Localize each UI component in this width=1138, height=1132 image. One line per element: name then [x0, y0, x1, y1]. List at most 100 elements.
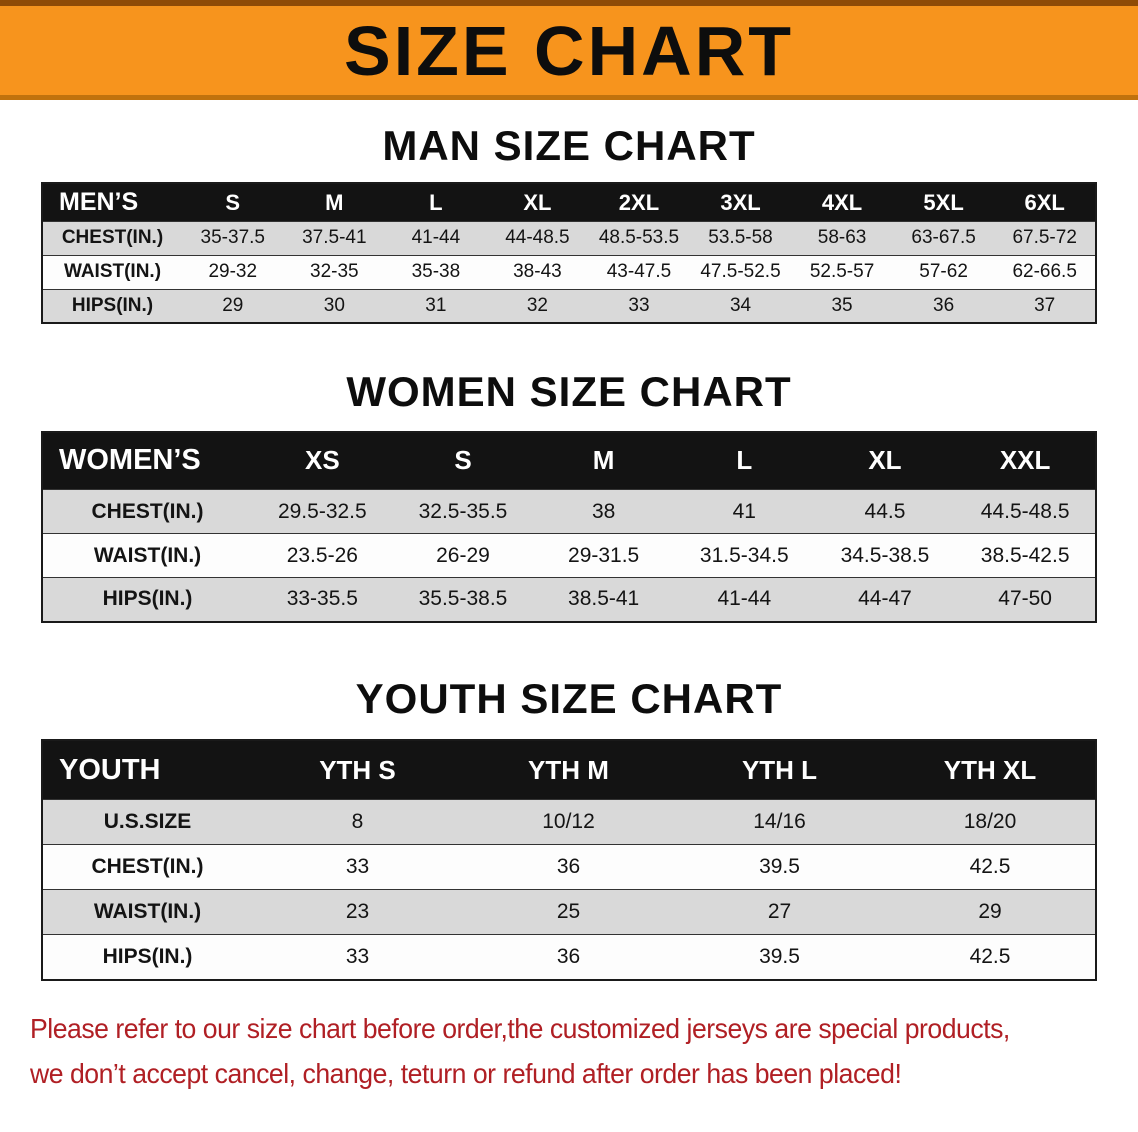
youth-row-label: HIPS(IN.) — [42, 934, 252, 980]
size-chart-page: SIZE CHART MAN SIZE CHART MEN’S S M L XL 2XL 3… — [0, 0, 1138, 1097]
men-value-cell: 30 — [283, 288, 386, 324]
men-value-cell: 34 — [689, 288, 792, 324]
women-value-cell: 29-31.5 — [533, 533, 674, 578]
men-size-table: MEN’S S M L XL 2XL 3XL 4XL 5XL 6XL CHEST(IN.) 35-37… — [41, 182, 1097, 325]
women-section-title: WOMEN SIZE CHART — [346, 368, 792, 416]
youth-value-cell: 23 — [252, 889, 463, 935]
women-value-cell: 44.5-48.5 — [955, 489, 1096, 534]
youth-value-cell: 36 — [463, 934, 674, 980]
men-value-cell: 53.5-58 — [689, 220, 792, 256]
men-value-cell: 38-43 — [486, 254, 589, 290]
page-title: SIZE CHART — [344, 11, 794, 90]
men-row-label: CHEST(IN.) — [42, 220, 182, 256]
men-value-cell: 35-38 — [385, 254, 487, 290]
footer-note: Please refer to our size chart before or… — [30, 1007, 1138, 1097]
women-column-header: XS — [252, 431, 393, 490]
men-value-cell: 58-63 — [791, 220, 893, 256]
youth-value-cell: 39.5 — [674, 844, 885, 890]
women-value-cell: 41-44 — [673, 577, 815, 622]
men-value-cell: 52.5-57 — [791, 254, 893, 290]
men-value-cell: 67.5-72 — [994, 220, 1096, 256]
youth-value-cell: 36 — [463, 844, 674, 890]
men-row-label: WAIST(IN.) — [42, 254, 182, 290]
men-header-row: MEN’S S M L XL 2XL 3XL 4XL 5XL 6XL — [42, 183, 1096, 222]
youth-value-cell: 18/20 — [885, 799, 1096, 845]
youth-column-header: YTH S — [252, 739, 463, 800]
women-column-header: S — [392, 431, 534, 490]
women-value-cell: 23.5-26 — [252, 533, 393, 578]
youth-header-row: YOUTH YTH S YTH M YTH L YTH XL — [42, 739, 1096, 800]
women-column-header: XL — [814, 431, 956, 490]
youth-value-cell: 27 — [674, 889, 885, 935]
youth-value-cell: 25 — [463, 889, 674, 935]
men-column-header: L — [385, 183, 487, 222]
men-column-header: 6XL — [994, 183, 1096, 222]
men-corner-label: MEN’S — [42, 183, 182, 222]
women-row: CHEST(IN.) 29.5-32.5 32.5-35.5 38 41 44.5 44.5… — [42, 489, 1096, 534]
youth-column-header: YTH M — [463, 739, 674, 800]
youth-section-title: YOUTH SIZE CHART — [355, 674, 783, 722]
women-column-header: M — [533, 431, 674, 490]
women-value-cell: 38.5-41 — [533, 577, 674, 622]
men-value-cell: 29 — [182, 288, 284, 324]
men-value-cell: 32-35 — [283, 254, 386, 290]
men-value-cell: 35 — [791, 288, 893, 324]
men-value-cell: 43-47.5 — [588, 254, 690, 290]
men-value-cell: 37 — [994, 288, 1096, 324]
youth-column-header: YTH XL — [885, 739, 1096, 800]
women-value-cell: 47-50 — [955, 577, 1096, 622]
women-row-label: WAIST(IN.) — [42, 533, 252, 578]
footer-line-2: we don’t accept cancel, change, teturn o… — [30, 1057, 902, 1089]
men-value-cell: 29-32 — [182, 254, 284, 290]
men-value-cell: 36 — [892, 288, 995, 324]
banner: SIZE CHART — [0, 0, 1138, 100]
youth-size-table: YOUTH YTH S YTH M YTH L YTH XL U.S.SIZE 8 10/12… — [41, 738, 1097, 981]
women-header-row: WOMEN’S XS S M L XL XXL — [42, 431, 1096, 490]
youth-row-label: CHEST(IN.) — [42, 844, 252, 890]
youth-row: HIPS(IN.) 33 36 39.5 42.5 — [42, 934, 1096, 980]
men-column-header: S — [182, 183, 284, 222]
youth-row: WAIST(IN.) 23 25 27 29 — [42, 889, 1096, 935]
women-row-label: CHEST(IN.) — [42, 489, 252, 534]
women-row: HIPS(IN.) 33-35.5 35.5-38.5 38.5-41 41-44 44-… — [42, 577, 1096, 622]
men-column-header: 5XL — [892, 183, 995, 222]
women-value-cell: 34.5-38.5 — [814, 533, 956, 578]
men-value-cell: 35-37.5 — [182, 220, 284, 256]
men-value-cell: 37.5-41 — [283, 220, 386, 256]
women-value-cell: 38.5-42.5 — [955, 533, 1096, 578]
men-row: HIPS(IN.) 29 30 31 32 33 34 35 36 37 — [42, 288, 1096, 324]
women-row-label: HIPS(IN.) — [42, 577, 252, 622]
youth-value-cell: 29 — [885, 889, 1096, 935]
women-corner-label: WOMEN’S — [42, 431, 252, 490]
men-value-cell: 33 — [588, 288, 690, 324]
women-value-cell: 31.5-34.5 — [673, 533, 815, 578]
men-row: CHEST(IN.) 35-37.5 37.5-41 41-44 44-48.5 48.5… — [42, 220, 1096, 256]
men-value-cell: 63-67.5 — [892, 220, 995, 256]
footer-line-1: Please refer to our size chart before or… — [30, 1012, 1010, 1044]
youth-value-cell: 39.5 — [674, 934, 885, 980]
youth-size-section: YOUTH SIZE CHART YOUTH YTH S YTH M YTH L YTH… — [0, 675, 1138, 981]
women-row: WAIST(IN.) 23.5-26 26-29 29-31.5 31.5-34.5 34… — [42, 533, 1096, 578]
youth-row-label: U.S.SIZE — [42, 799, 252, 845]
youth-corner-label: YOUTH — [42, 739, 252, 800]
women-size-table: WOMEN’S XS S M L XL XXL CHEST(IN.) 29.5-32.5 32.5… — [41, 430, 1097, 623]
youth-row-label: WAIST(IN.) — [42, 889, 252, 935]
youth-value-cell: 10/12 — [463, 799, 674, 845]
youth-row: U.S.SIZE 8 10/12 14/16 18/20 — [42, 799, 1096, 845]
women-value-cell: 26-29 — [392, 533, 534, 578]
youth-value-cell: 42.5 — [885, 934, 1096, 980]
women-value-cell: 29.5-32.5 — [252, 489, 393, 534]
men-row-label: HIPS(IN.) — [42, 288, 182, 324]
women-column-header: XXL — [955, 431, 1096, 490]
women-value-cell: 32.5-35.5 — [392, 489, 534, 534]
women-value-cell: 44-47 — [814, 577, 956, 622]
women-value-cell: 41 — [673, 489, 815, 534]
men-value-cell: 32 — [486, 288, 589, 324]
youth-value-cell: 33 — [252, 934, 463, 980]
men-value-cell: 44-48.5 — [486, 220, 589, 256]
men-value-cell: 31 — [385, 288, 487, 324]
men-size-section: MAN SIZE CHART MEN’S S M L XL 2XL 3XL 4XL 5XL 6XL… — [0, 122, 1138, 325]
youth-value-cell: 14/16 — [674, 799, 885, 845]
men-value-cell: 62-66.5 — [994, 254, 1096, 290]
women-value-cell: 44.5 — [814, 489, 956, 534]
